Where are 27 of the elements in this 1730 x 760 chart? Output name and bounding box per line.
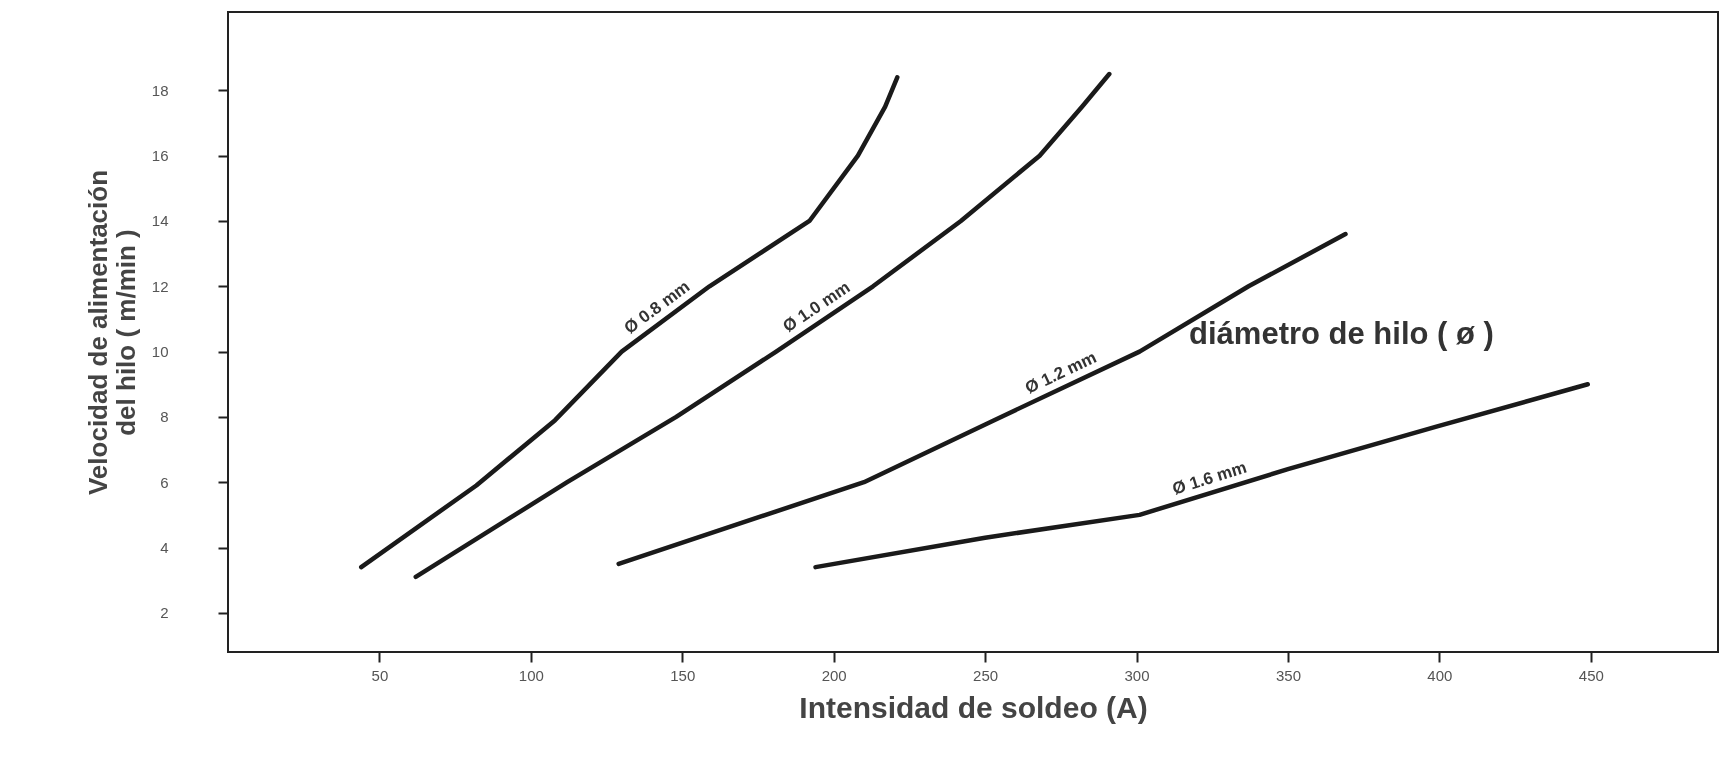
x-axis-title: Intensidad de soldeo (A) (799, 690, 1148, 724)
y-tick-label: 10 (151, 343, 169, 361)
x-tick-label: 400 (1427, 666, 1453, 684)
x-tick-label: 300 (1124, 666, 1150, 684)
line-series (413, 71, 1112, 580)
y-tick-label: 18 (151, 81, 169, 99)
x-tick-label: 50 (371, 666, 389, 684)
x-tick-label: 150 (670, 666, 696, 684)
y-axis-title: Velocidad de alimentación del hilo ( m/min ) (82, 169, 141, 496)
text: Ø 1.6 mm (1170, 457, 1249, 499)
text: Ø 1.0 mm (779, 277, 854, 337)
x-tick-label: 100 (518, 666, 544, 684)
x-tick-label: 350 (1275, 666, 1301, 684)
y-tick-label: 16 (151, 147, 169, 165)
y-tick-label: 12 (151, 277, 169, 295)
annotation: diámetro de hilo ( ø ) (1189, 316, 1494, 352)
y-tick-label: 14 (151, 212, 169, 230)
y-tick-label: 6 (160, 473, 169, 491)
line-series (359, 75, 900, 570)
x-tick-label: 450 (1578, 666, 1604, 684)
x-tick-label: 200 (821, 666, 847, 684)
x-tick-label: 250 (973, 666, 999, 684)
text: Ø 1.2 mm (1022, 347, 1100, 398)
y-tick-label: 2 (160, 604, 169, 622)
text: Ø 0.8 mm (620, 276, 694, 338)
y-tick-label: 4 (160, 539, 169, 557)
y-tick-label: 8 (160, 408, 169, 426)
